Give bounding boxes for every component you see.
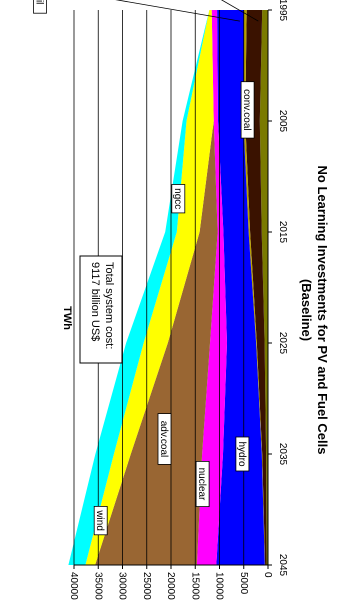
series-label-hydro: hydro [235, 436, 250, 472]
x-tick-label-2035: 2035 [277, 443, 288, 466]
leader-conv-gas [220, 0, 259, 22]
series-label-box [33, 0, 47, 14]
series-label-box [93, 505, 108, 536]
area-conv-oil [243, 10, 266, 565]
title-group: No Learning Investments for PV and Fuel … [299, 166, 330, 455]
y-tick-label-30000: 30000 [117, 572, 128, 600]
series-label-text: nuclear [196, 468, 207, 501]
series-label-nuclear: nuclear [195, 460, 210, 507]
y-tick-label-20000: 20000 [165, 572, 176, 600]
area-ngcc [85, 10, 214, 565]
x-tick-label-1995: 1995 [277, 0, 288, 22]
total-cost-annotation: Total system cost: 9117 billion US$ [79, 255, 123, 364]
series-label-layer: hydro nuclear adv.coal wind ngcc conv.coal con… [33, 0, 259, 536]
series-label-box [195, 460, 210, 507]
series-label-text: conv.coal [241, 89, 252, 131]
series-label-text: conv.oil [34, 0, 45, 4]
series-label-conv-oil: conv.oil [33, 0, 47, 14]
series-label-text: hydro [236, 441, 247, 466]
y-tick-label-10000: 10000 [214, 572, 225, 600]
series-label-text: ngcc [172, 188, 183, 209]
series-label-ngcc: ngcc [171, 184, 186, 214]
series-label-box [235, 436, 250, 472]
series-label-conv-coal: conv.coal [240, 81, 255, 139]
axis-layer [73, 9, 272, 569]
series-label-box [157, 413, 172, 465]
annotation-line-2: 9117 billion US$ [89, 262, 101, 341]
x-tick-label-2025: 2025 [277, 332, 288, 355]
area-conv-coal [245, 10, 267, 565]
area-layer [68, 10, 268, 565]
y-tick-label-25000: 25000 [141, 572, 152, 600]
y-tick-label-15000: 15000 [189, 572, 200, 600]
x-tick-label-2045: 2045 [277, 554, 288, 577]
gridline-layer [73, 10, 245, 565]
area-conv-gas [259, 10, 268, 565]
y-axis-label: TWh [61, 306, 73, 330]
annotation-box [79, 255, 123, 364]
chart-title: No Learning Investments for PV and Fuel … [315, 166, 330, 455]
area-hydro [216, 10, 265, 565]
annotation-line-1: Total system cost: [103, 262, 115, 349]
x-tick-label-2005: 2005 [277, 110, 288, 133]
y-tick-label-0: 0 [262, 572, 273, 578]
series-label-adv-coal: adv.coal [157, 413, 172, 465]
area-wind [68, 10, 210, 565]
y-tick-label-35000: 35000 [92, 572, 103, 600]
x-tick-label-2015: 2015 [277, 221, 288, 244]
series-label-text: wind [94, 509, 105, 531]
series-label-box [240, 81, 255, 139]
y-tick-label-40000: 40000 [68, 572, 79, 600]
tick-label-layer: 1995 2005 2015 2025 2035 2045 0 5000 10000 15000 2… [68, 0, 288, 600]
chart-subtitle: (Baseline) [299, 279, 314, 341]
leader-conv-oil [115, 0, 240, 22]
series-label-text: adv.coal [158, 421, 169, 458]
series-label-box [171, 184, 186, 214]
area-adv-coal [95, 10, 218, 565]
series-label-wind: wind [93, 505, 108, 536]
y-tick-label-5000: 5000 [238, 572, 249, 595]
